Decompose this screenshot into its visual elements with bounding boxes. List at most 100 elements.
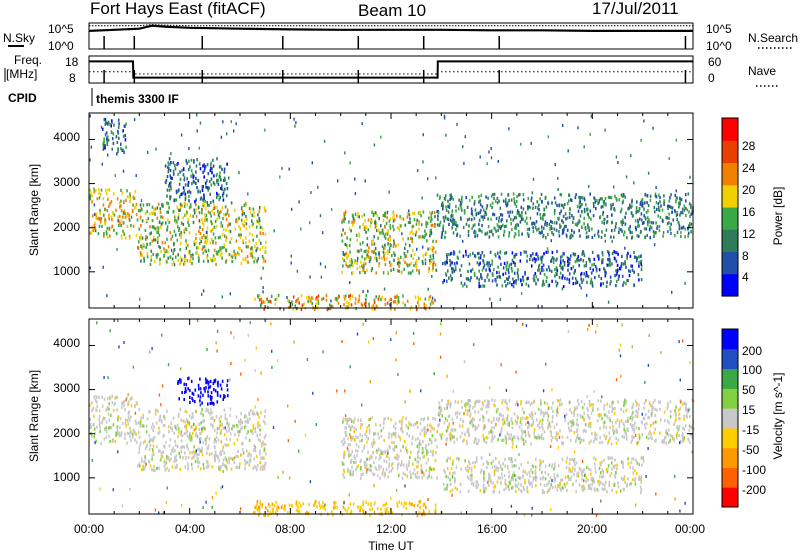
data-cell xyxy=(587,413,589,417)
data-cell xyxy=(388,224,391,228)
data-cell xyxy=(223,213,225,217)
data-cell xyxy=(353,220,355,224)
data-cell xyxy=(680,234,682,238)
data-cell xyxy=(142,464,144,468)
data-cell xyxy=(556,203,558,208)
data-cell xyxy=(160,215,162,219)
data-cell xyxy=(89,403,91,407)
data-cell xyxy=(635,403,638,407)
data-cell xyxy=(399,438,402,442)
data-cell xyxy=(351,260,353,264)
data-cell xyxy=(383,459,385,463)
data-cell xyxy=(408,460,410,464)
data-cell xyxy=(533,274,535,278)
data-cell xyxy=(504,399,507,403)
noise-cell xyxy=(494,192,496,196)
data-cell xyxy=(423,513,426,517)
data-cell xyxy=(633,430,635,434)
data-cell xyxy=(353,430,356,434)
data-cell xyxy=(186,429,189,433)
data-cell xyxy=(598,268,601,272)
data-cell xyxy=(604,203,606,207)
data-cell xyxy=(447,425,449,430)
data-cell xyxy=(221,379,224,383)
data-cell xyxy=(225,182,228,186)
data-cell xyxy=(450,193,452,197)
data-cell xyxy=(357,505,360,509)
data-cell xyxy=(401,476,404,480)
data-cell xyxy=(188,223,190,227)
data-cell xyxy=(500,219,503,223)
data-cell xyxy=(215,415,218,419)
data-cell xyxy=(655,207,658,211)
data-cell xyxy=(222,463,224,467)
data-cell xyxy=(269,299,271,303)
data-cell xyxy=(616,430,618,434)
data-cell xyxy=(158,233,161,237)
data-cell xyxy=(156,255,158,259)
data-cell xyxy=(468,224,470,228)
data-cell xyxy=(690,203,692,207)
data-cell xyxy=(372,472,374,476)
data-cell xyxy=(346,300,348,304)
data-cell xyxy=(559,259,562,263)
data-cell xyxy=(470,218,473,222)
data-cell xyxy=(406,264,409,268)
data-cell xyxy=(450,267,453,271)
data-cell xyxy=(387,448,389,452)
data-cell xyxy=(421,235,424,239)
data-cell xyxy=(185,227,188,231)
data-cell xyxy=(687,226,689,231)
data-cell xyxy=(204,389,206,393)
data-cell xyxy=(257,213,259,217)
data-cell xyxy=(466,205,469,209)
data-cell xyxy=(641,221,644,225)
data-cell xyxy=(99,211,101,216)
data-cell xyxy=(367,250,369,254)
data-cell xyxy=(182,191,185,195)
data-cell xyxy=(418,446,420,450)
data-cell xyxy=(423,429,426,433)
data-cell xyxy=(524,219,526,223)
data-cell xyxy=(257,257,259,261)
data-cell xyxy=(369,464,372,468)
noise-cell xyxy=(463,161,465,165)
data-cell xyxy=(651,408,653,412)
data-cell xyxy=(528,205,530,209)
data-cell xyxy=(189,388,191,393)
data-cell xyxy=(589,192,591,196)
data-cell xyxy=(189,203,192,207)
data-cell xyxy=(182,186,185,190)
noise-cell xyxy=(602,258,604,262)
data-cell xyxy=(678,227,681,231)
data-cell xyxy=(601,197,603,201)
data-cell xyxy=(370,239,373,244)
data-cell xyxy=(178,188,180,192)
data-cell xyxy=(314,500,317,504)
data-cell xyxy=(629,225,631,229)
data-cell xyxy=(674,209,676,213)
data-cell xyxy=(453,221,456,226)
data-cell xyxy=(204,213,206,217)
data-cell xyxy=(440,436,443,440)
data-cell xyxy=(547,407,550,411)
data-cell xyxy=(550,225,553,229)
data-cell xyxy=(521,437,524,441)
data-cell xyxy=(620,220,622,224)
data-cell xyxy=(203,233,205,237)
data-cell xyxy=(199,467,202,471)
data-cell xyxy=(496,417,498,421)
data-cell xyxy=(169,184,172,188)
data-cell xyxy=(450,251,453,255)
data-cell xyxy=(326,308,329,312)
data-cell xyxy=(644,193,647,197)
data-cell xyxy=(349,297,351,301)
data-cell xyxy=(466,412,469,416)
data-cell xyxy=(428,510,431,514)
data-cell xyxy=(264,246,267,250)
data-cell xyxy=(533,221,536,226)
noise-cell xyxy=(155,147,157,151)
data-cell xyxy=(611,402,613,406)
data-cell xyxy=(479,203,482,207)
data-cell xyxy=(582,250,584,254)
